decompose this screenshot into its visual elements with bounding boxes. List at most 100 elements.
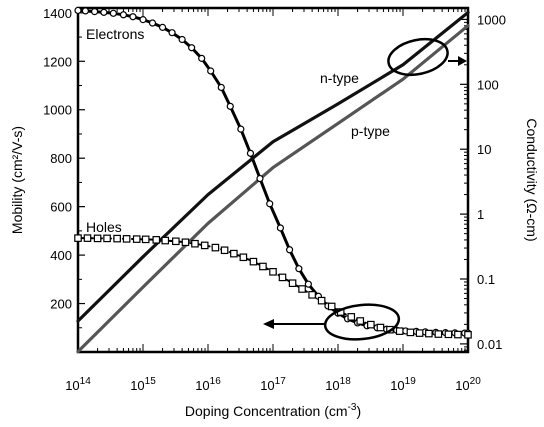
series-line-n-type [76, 10, 470, 323]
mobility-highlight-ellipse [323, 303, 401, 341]
axis-ticks: 1014 1015 1016 1017 1018 1019 1020200400600800… [43, 6, 506, 393]
hole-data-point [83, 234, 92, 242]
x-tick-label-exponent: 18 [340, 376, 352, 387]
x-axis-title-superscript: -3 [348, 402, 357, 413]
electron-data-point [74, 6, 82, 15]
hole-data-point [327, 302, 336, 311]
hole-data-point [103, 234, 111, 243]
hole-data-point [220, 246, 229, 255]
electrons-label: Electrons [86, 26, 144, 42]
electron-data-point [100, 8, 108, 16]
electron-data-point [285, 246, 294, 254]
hole-data-point [239, 253, 248, 262]
left-axis-arrow-head [263, 319, 274, 329]
electron-data-point [295, 265, 303, 273]
x-tick-label: 1019 [390, 376, 416, 393]
electron-data-point [139, 16, 147, 24]
hole-data-point [259, 262, 267, 271]
electron-data-point [217, 83, 225, 92]
p-type-label: p-type [351, 123, 390, 139]
hole-data-point [122, 235, 131, 243]
hole-data-point [288, 279, 297, 288]
hole-data-point [444, 330, 453, 339]
y-right-tick-label: 1000 [477, 12, 506, 27]
hole-data-point [269, 268, 277, 276]
hole-data-point [395, 327, 404, 335]
x-tick-label: 1016 [195, 376, 221, 393]
x-tick-label-base: 10 [325, 378, 339, 393]
electron-data-point [90, 8, 99, 16]
y-left-tick-label: 600 [50, 200, 72, 215]
y-left-tick-label: 1400 [43, 6, 72, 21]
hole-data-point [425, 329, 433, 338]
x-tick-label-exponent: 16 [210, 376, 222, 387]
hole-data-point [172, 237, 180, 246]
electron-data-point [158, 23, 167, 31]
electron-data-point [304, 280, 312, 288]
hole-data-point [464, 331, 472, 339]
holes-label: Holes [86, 219, 122, 235]
electron-data-point [246, 149, 255, 157]
y-left-tick-label: 1200 [43, 54, 72, 69]
markers-layer [74, 6, 472, 339]
hole-data-point [161, 236, 170, 245]
electron-data-point [256, 174, 264, 183]
hole-data-point [74, 234, 82, 242]
electron-data-point [148, 19, 157, 27]
hole-data-point [191, 239, 199, 248]
x-tick-label-exponent: 14 [80, 376, 92, 387]
hole-data-point [308, 291, 316, 299]
x-tick-label: 1014 [65, 376, 91, 393]
y-right-tick-label: 10 [477, 142, 491, 157]
electron-data-point [266, 200, 274, 208]
hole-data-point [93, 234, 102, 243]
y-right-tick-label: 0.01 [477, 337, 502, 352]
x-tick-label-base: 10 [455, 378, 469, 393]
x-tick-label: 1020 [455, 376, 481, 393]
x-axis-title-main: Doping Concentration (cm [185, 403, 348, 419]
electron-data-point [207, 67, 215, 75]
hole-data-point [230, 249, 238, 258]
electron-data-point [198, 54, 206, 62]
x-tick-label-exponent: 19 [405, 376, 417, 387]
x-tick-label-base: 10 [195, 378, 209, 393]
hole-data-point [249, 257, 258, 266]
hole-data-point [152, 236, 161, 244]
y-right-tick-label: 100 [477, 77, 499, 92]
y-right-tick-label: 0.1 [477, 272, 495, 287]
hole-data-point [454, 330, 462, 339]
x-tick-label-base: 10 [130, 378, 144, 393]
x-tick-label-exponent: 17 [275, 376, 287, 387]
x-tick-label: 1017 [260, 376, 286, 393]
hole-data-point [406, 328, 415, 337]
y-left-tick-label: 1000 [43, 103, 72, 118]
right-axis-arrow-head [458, 56, 467, 66]
electron-data-point [178, 35, 186, 44]
x-axis-title-end: ) [356, 403, 361, 419]
electron-data-point [81, 7, 90, 15]
hole-data-point [200, 241, 209, 250]
y-axis-left-title: Mobility (cm²/V-s) [9, 126, 25, 234]
x-tick-label-exponent: 15 [145, 376, 157, 387]
hole-data-point [376, 323, 385, 332]
x-tick-label: 1015 [130, 376, 156, 393]
hole-data-point [415, 329, 424, 337]
x-tick-label: 1018 [325, 376, 351, 393]
hole-data-point [141, 235, 150, 244]
series-line-p-type [76, 24, 470, 354]
x-tick-label-base: 10 [65, 378, 79, 393]
hole-data-point [211, 243, 220, 252]
y-right-tick-label: 1 [477, 207, 484, 222]
electron-data-point [129, 13, 137, 21]
hole-data-point [317, 296, 326, 305]
electron-data-point [119, 11, 128, 19]
y-left-tick-label: 200 [50, 297, 72, 312]
electron-data-point [109, 9, 117, 17]
hole-data-point [347, 313, 356, 321]
x-tick-label-base: 10 [260, 378, 274, 393]
hole-data-point [434, 330, 443, 338]
hole-data-point [181, 238, 190, 247]
electron-data-point [237, 125, 245, 133]
n-type-label: n-type [320, 70, 359, 86]
